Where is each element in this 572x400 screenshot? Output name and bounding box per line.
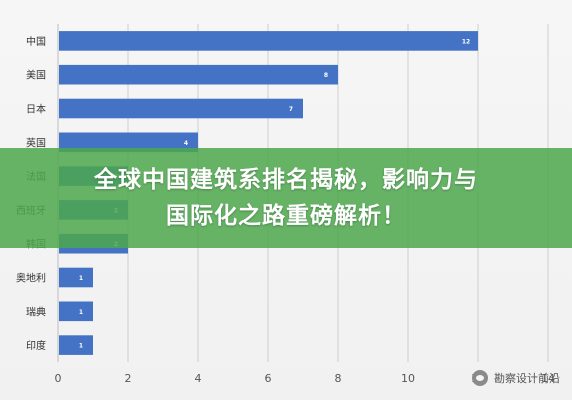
- x-tick-label: 2: [125, 372, 132, 385]
- category-label: 英国: [26, 136, 46, 149]
- x-tick-label: 6: [265, 372, 272, 385]
- x-tick-label: 14: [541, 372, 555, 385]
- bar: [59, 64, 338, 85]
- bar: [59, 267, 93, 288]
- category-label: 中国: [26, 35, 46, 48]
- category-label: 美国: [26, 69, 46, 82]
- bar: [59, 132, 198, 153]
- bar: [59, 335, 93, 355]
- bar-value-label: 12: [462, 38, 470, 45]
- headline-line-1: 全球中国建筑系排名揭秘，影响力与: [94, 167, 478, 193]
- bar-value-label: 1: [79, 275, 83, 282]
- x-tick-label: 0: [55, 372, 62, 385]
- bar: [59, 301, 93, 322]
- x-tick-label: 4: [195, 372, 202, 385]
- category-label: 瑞典: [26, 305, 46, 318]
- bar-value-label: 1: [79, 309, 83, 316]
- bar-value-label: 4: [184, 140, 188, 147]
- headline-banner: 全球中国建筑系排名揭秘，影响力与 国际化之路重磅解析！: [0, 148, 572, 248]
- wechat-icon: [472, 370, 488, 386]
- bar: [59, 98, 303, 119]
- x-tick-label: 8: [335, 372, 342, 385]
- category-label: 日本: [26, 103, 46, 116]
- x-tick-label: 10: [401, 372, 415, 385]
- bar: [59, 31, 478, 51]
- watermark-text: 勘察设计前沿: [494, 372, 560, 385]
- bar-value-label: 8: [324, 72, 328, 79]
- bar-value-label: 1: [79, 343, 83, 350]
- bar-value-label: 7: [289, 106, 293, 113]
- category-label: 奥地利: [16, 272, 46, 285]
- category-label: 印度: [26, 339, 46, 352]
- watermark: 勘察设计前沿: [472, 370, 560, 386]
- headline-line-2: 国际化之路重磅解析！: [166, 203, 406, 229]
